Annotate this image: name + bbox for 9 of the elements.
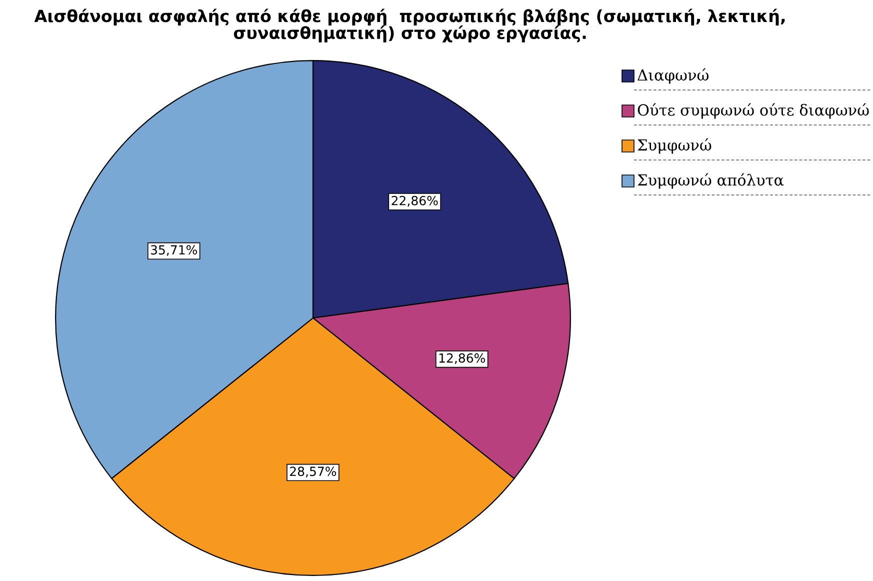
chart-title: Αισθάνομαι ασφαλής από κάθε μορφή προσωπικής βλάβης (σωματική, λεκτική, συναισθηματική) στο χώρο εργασίας. [34, 8, 785, 42]
data-label: 28,57% [290, 466, 336, 478]
legend-label: Συμφωνώ [638, 138, 712, 154]
data-label: 22,86% [392, 196, 438, 207]
legend-label: Συμφωνώ απόλυτα [638, 173, 784, 189]
data-label: 12,86% [439, 353, 486, 364]
legend-label: Ούτε συμφωνώ ούτε διαφωνώ [638, 103, 869, 119]
data-label: 35,71% [150, 245, 197, 256]
legend-label: Διαφωνώ [638, 68, 708, 84]
